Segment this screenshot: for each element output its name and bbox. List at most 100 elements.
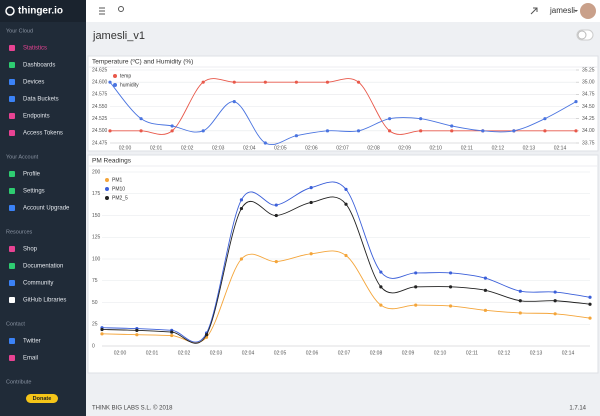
nav-icon[interactable] [9,297,15,303]
data-point [201,80,205,84]
data-point [274,213,278,218]
section-title: Your Cloud [6,28,33,34]
nav-item[interactable]: Dashboards [23,63,55,69]
data-point [483,288,488,292]
nav-item[interactable]: Settings [23,189,45,195]
nav-icon[interactable] [9,246,15,252]
data-point [518,311,522,315]
x-tick-label: 02:14 [554,145,567,151]
nav-item[interactable]: Email [23,356,38,362]
data-point [135,328,139,332]
data-point [170,333,174,338]
nav-icon[interactable] [9,130,15,136]
nav-icon[interactable] [9,62,15,68]
nav-item[interactable]: Documentation [23,264,63,270]
y-tick-label: 25 [92,322,98,328]
nav-item[interactable]: Community [23,281,53,287]
x-tick-label: 02:09 [402,350,415,356]
nav-icon[interactable] [9,113,15,119]
brand-logo [5,6,15,16]
data-point [543,117,547,121]
nav-icon[interactable] [9,79,15,85]
nav-item[interactable]: Profile [23,172,41,178]
nav-item[interactable]: Statistics [23,46,47,52]
data-point [450,129,454,133]
data-point [201,129,205,133]
copyright: THINK BIG LABS S.L. © 2018 [92,405,173,412]
user-name[interactable]: jamesli [549,6,575,15]
x-tick-label: 02:07 [336,145,349,151]
data-point [543,129,547,133]
nav-item[interactable]: Twitter [23,339,41,345]
x-tick-label: 02:05 [274,145,287,151]
chart-title: PM Readings [92,158,132,165]
x-tick-label: 02:10 [434,350,447,356]
data-point [483,276,488,280]
data-point [419,129,423,133]
legend-label[interactable]: PM10 [112,186,125,192]
nav-item[interactable]: Endpoints [23,114,50,120]
data-point [344,187,348,191]
y-tick-label: 50 [92,300,98,306]
data-point [414,303,418,307]
data-point [553,312,557,316]
menu-icon[interactable] [99,7,105,15]
legend-label[interactable]: temp [120,73,131,79]
user-icon[interactable] [118,6,124,12]
nav-icon[interactable] [9,355,15,361]
nav-item[interactable]: Access Tokens [23,131,63,137]
data-point [100,332,104,336]
data-point [263,80,267,84]
data-point [204,333,209,337]
nav-item[interactable]: Data Buckets [23,97,59,103]
donate-button[interactable] [26,394,58,403]
expand-icon[interactable] [530,7,538,15]
x-tick-label: 02:11 [466,350,478,356]
x-tick-label: 02:00 [119,145,132,151]
nav-icon[interactable] [9,45,15,51]
nav-icon[interactable] [9,280,15,286]
y-tick-label: 75 [92,278,98,284]
data-point [414,285,418,289]
donate-label[interactable]: Donate [33,396,52,402]
y2-tick-label: 34.25 [582,116,595,122]
nav-icon[interactable] [9,205,15,211]
legend-swatch[interactable] [105,187,109,191]
data-point [388,129,392,133]
nav-item[interactable]: GitHub Libraries [23,298,66,304]
data-point [574,100,578,104]
legend-label[interactable]: PM2_5 [112,195,128,201]
y-tick-label: 24.500 [92,128,108,134]
dashboard-title: jamesli_v1 [92,30,145,42]
data-point [448,304,453,308]
legend-swatch[interactable] [113,74,117,78]
nav-icon[interactable] [9,188,15,194]
legend-label[interactable]: PM1 [112,177,123,183]
data-point [518,289,522,293]
legend-label[interactable]: humidity [120,82,139,88]
nav-icon[interactable] [9,263,15,269]
nav-icon[interactable] [9,338,15,344]
data-point [100,327,104,332]
toggle-knob[interactable] [577,30,587,40]
data-point [309,252,313,256]
user-caret[interactable] [574,10,578,12]
nav-icon[interactable] [9,171,15,177]
series-line [101,196,591,344]
nav-item[interactable]: Devices [23,80,44,86]
nav-item[interactable]: Shop [23,247,38,253]
y-tick-label: 24.625 [92,67,108,73]
data-point [325,80,330,84]
x-tick-label: 02:03 [210,350,223,356]
legend-swatch[interactable] [113,83,117,87]
legend-swatch[interactable] [105,178,109,182]
data-point [232,80,236,84]
x-tick-label: 02:02 [181,145,194,151]
data-point [379,303,383,307]
topbar [86,0,600,22]
nav-icon[interactable] [9,96,15,102]
avatar[interactable] [580,3,596,19]
y-tick-label: 24.600 [92,79,108,85]
nav-item[interactable]: Account Upgrade [23,206,70,212]
legend-swatch[interactable] [105,196,109,200]
